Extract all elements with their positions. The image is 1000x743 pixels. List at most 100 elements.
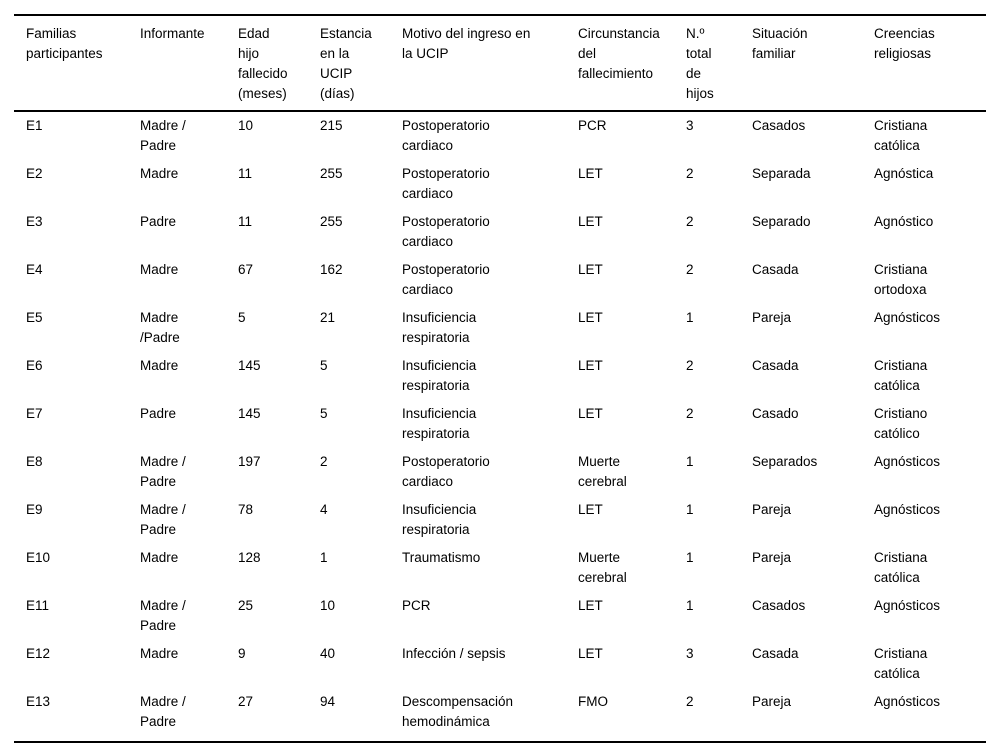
cell-motivo-ingreso-ucip: Insuficiencia respiratoria bbox=[402, 310, 477, 345]
cell-creencias-religiosas: Cristiana católica bbox=[874, 550, 928, 585]
cell-motivo-ingreso-ucip: Insuficiencia respiratoria bbox=[402, 358, 477, 393]
header-row: Familias participantes Informante Edad h… bbox=[14, 15, 986, 112]
cell-estancia-ucip-dias: 162 bbox=[320, 262, 343, 277]
cell-motivo-ingreso-ucip: Postoperatorio cardiaco bbox=[402, 166, 490, 201]
cell-familias-participantes: E6 bbox=[26, 358, 43, 373]
cell-estancia-ucip-dias: 215 bbox=[320, 118, 343, 133]
cell-familias-participantes: E3 bbox=[26, 214, 43, 229]
table-row: E9 Madre / Padre 78 4 Insuficiencia respirat… bbox=[14, 496, 986, 544]
cell-edad-hijo-fallecido-meses: 145 bbox=[238, 358, 261, 373]
cell-motivo-ingreso-ucip: Postoperatorio cardiaco bbox=[402, 262, 490, 297]
cell-creencias-religiosas: Cristiana católica bbox=[874, 358, 928, 393]
cell-estancia-ucip-dias: 4 bbox=[320, 502, 328, 517]
cell-informante: Padre bbox=[140, 406, 177, 421]
cell-situacion-familiar: Pareja bbox=[752, 310, 792, 325]
cell-informante: Madre bbox=[140, 646, 179, 661]
cell-informante: Madre bbox=[140, 262, 179, 277]
cell-motivo-ingreso-ucip: Postoperatorio cardiaco bbox=[402, 214, 490, 249]
cell-edad-hijo-fallecido-meses: 9 bbox=[238, 646, 246, 661]
cell-situacion-familiar: Casada bbox=[752, 262, 799, 277]
cell-circunstancia-fallecimiento: LET bbox=[578, 262, 603, 277]
cell-situacion-familiar: Casada bbox=[752, 358, 799, 373]
table-row: E7 Padre 145 5 Insuficiencia respiratoria LET… bbox=[14, 400, 986, 448]
cell-n-total-hijos: 2 bbox=[686, 406, 694, 421]
cell-familias-participantes: E4 bbox=[26, 262, 43, 277]
cell-situacion-familiar: Pareja bbox=[752, 694, 792, 709]
cell-creencias-religiosas: Agnósticos bbox=[874, 310, 941, 325]
cell-edad-hijo-fallecido-meses: 11 bbox=[238, 214, 253, 229]
cell-edad-hijo-fallecido-meses: 25 bbox=[238, 598, 254, 613]
participants-table-container: Familias participantes Informante Edad h… bbox=[14, 14, 986, 743]
cell-estancia-ucip-dias: 255 bbox=[320, 214, 343, 229]
cell-circunstancia-fallecimiento: LET bbox=[578, 214, 603, 229]
cell-familias-participantes: E13 bbox=[26, 694, 51, 709]
cell-situacion-familiar: Casada bbox=[752, 646, 799, 661]
table-row: E1 Madre / Padre 10 215 Postoperatorio cardi… bbox=[14, 111, 986, 160]
table-row: E11 Madre / Padre 25 10 PCR LET 1 Casados Agnóst… bbox=[14, 592, 986, 640]
cell-motivo-ingreso-ucip: Infección / sepsis bbox=[402, 646, 506, 661]
cell-creencias-religiosas: Agnósticos bbox=[874, 598, 941, 613]
cell-circunstancia-fallecimiento: LET bbox=[578, 406, 603, 421]
cell-familias-participantes: E7 bbox=[26, 406, 43, 421]
cell-estancia-ucip-dias: 2 bbox=[320, 454, 328, 469]
table-row: E8 Madre / Padre 197 2 Postoperatorio cardia… bbox=[14, 448, 986, 496]
cell-circunstancia-fallecimiento: FMO bbox=[578, 694, 608, 709]
cell-edad-hijo-fallecido-meses: 128 bbox=[238, 550, 261, 565]
cell-informante: Madre / Padre bbox=[140, 694, 186, 729]
cell-motivo-ingreso-ucip: Postoperatorio cardiaco bbox=[402, 118, 490, 153]
cell-informante: Madre / Padre bbox=[140, 502, 186, 537]
cell-edad-hijo-fallecido-meses: 10 bbox=[238, 118, 254, 133]
cell-estancia-ucip-dias: 94 bbox=[320, 694, 336, 709]
cell-n-total-hijos: 2 bbox=[686, 358, 694, 373]
cell-familias-participantes: E9 bbox=[26, 502, 43, 517]
cell-familias-participantes: E12 bbox=[26, 646, 51, 661]
column-header-circunstancia-fallecimiento: Circunstancia del fallecimiento bbox=[578, 15, 686, 112]
cell-situacion-familiar: Separados bbox=[752, 454, 818, 469]
cell-familias-participantes: E1 bbox=[26, 118, 43, 133]
cell-familias-participantes: E10 bbox=[26, 550, 51, 565]
cell-informante: Madre / Padre bbox=[140, 118, 186, 153]
cell-circunstancia-fallecimiento: LET bbox=[578, 358, 603, 373]
table-header: Familias participantes Informante Edad h… bbox=[14, 15, 986, 112]
cell-situacion-familiar: Pareja bbox=[752, 502, 792, 517]
cell-familias-participantes: E5 bbox=[26, 310, 43, 325]
cell-n-total-hijos: 1 bbox=[686, 310, 694, 325]
cell-n-total-hijos: 2 bbox=[686, 214, 694, 229]
table-row: E10 Madre 128 1 Traumatismo Muerte cerebral 1 P… bbox=[14, 544, 986, 592]
cell-circunstancia-fallecimiento: Muerte cerebral bbox=[578, 550, 627, 585]
cell-edad-hijo-fallecido-meses: 78 bbox=[238, 502, 254, 517]
cell-creencias-religiosas: Agnósticos bbox=[874, 502, 941, 517]
cell-estancia-ucip-dias: 5 bbox=[320, 406, 328, 421]
cell-estancia-ucip-dias: 21 bbox=[320, 310, 336, 325]
column-header-familias-participantes: Familias participantes bbox=[14, 15, 140, 112]
cell-estancia-ucip-dias: 5 bbox=[320, 358, 328, 373]
cell-estancia-ucip-dias: 1 bbox=[320, 550, 328, 565]
cell-motivo-ingreso-ucip: Descompensación hemodinámica bbox=[402, 694, 514, 729]
cell-creencias-religiosas: Agnóstica bbox=[874, 166, 934, 181]
cell-edad-hijo-fallecido-meses: 11 bbox=[238, 166, 253, 181]
cell-situacion-familiar: Casado bbox=[752, 406, 799, 421]
cell-n-total-hijos: 2 bbox=[686, 694, 694, 709]
cell-edad-hijo-fallecido-meses: 145 bbox=[238, 406, 261, 421]
column-header-estancia-ucip-dias: Estancia en la UCIP (días) bbox=[320, 15, 402, 112]
table-row: E12 Madre 9 40 Infección / sepsis LET 3 Casada C… bbox=[14, 640, 986, 688]
cell-informante: Madre bbox=[140, 550, 179, 565]
cell-edad-hijo-fallecido-meses: 5 bbox=[238, 310, 246, 325]
cell-motivo-ingreso-ucip: Traumatismo bbox=[402, 550, 481, 565]
table-row: E13 Madre / Padre 27 94 Descompensación hemo… bbox=[14, 688, 986, 742]
cell-familias-participantes: E11 bbox=[26, 598, 50, 613]
cell-creencias-religiosas: Cristiana ortodoxa bbox=[874, 262, 928, 297]
cell-motivo-ingreso-ucip: Insuficiencia respiratoria bbox=[402, 406, 477, 441]
cell-motivo-ingreso-ucip: Insuficiencia respiratoria bbox=[402, 502, 477, 537]
column-header-motivo-ingreso-ucip: Motivo del ingreso en la UCIP bbox=[402, 15, 578, 112]
table-body: E1 Madre / Padre 10 215 Postoperatorio cardi… bbox=[14, 111, 986, 742]
cell-familias-participantes: E2 bbox=[26, 166, 43, 181]
cell-situacion-familiar: Casados bbox=[752, 118, 806, 133]
cell-estancia-ucip-dias: 10 bbox=[320, 598, 336, 613]
column-header-n-total-hijos: N.º total de hijos bbox=[686, 15, 752, 112]
cell-n-total-hijos: 1 bbox=[686, 502, 694, 517]
cell-estancia-ucip-dias: 255 bbox=[320, 166, 343, 181]
cell-informante: Padre bbox=[140, 214, 177, 229]
column-header-situacion-familiar: Situación familiar bbox=[752, 15, 874, 112]
cell-circunstancia-fallecimiento: LET bbox=[578, 598, 603, 613]
